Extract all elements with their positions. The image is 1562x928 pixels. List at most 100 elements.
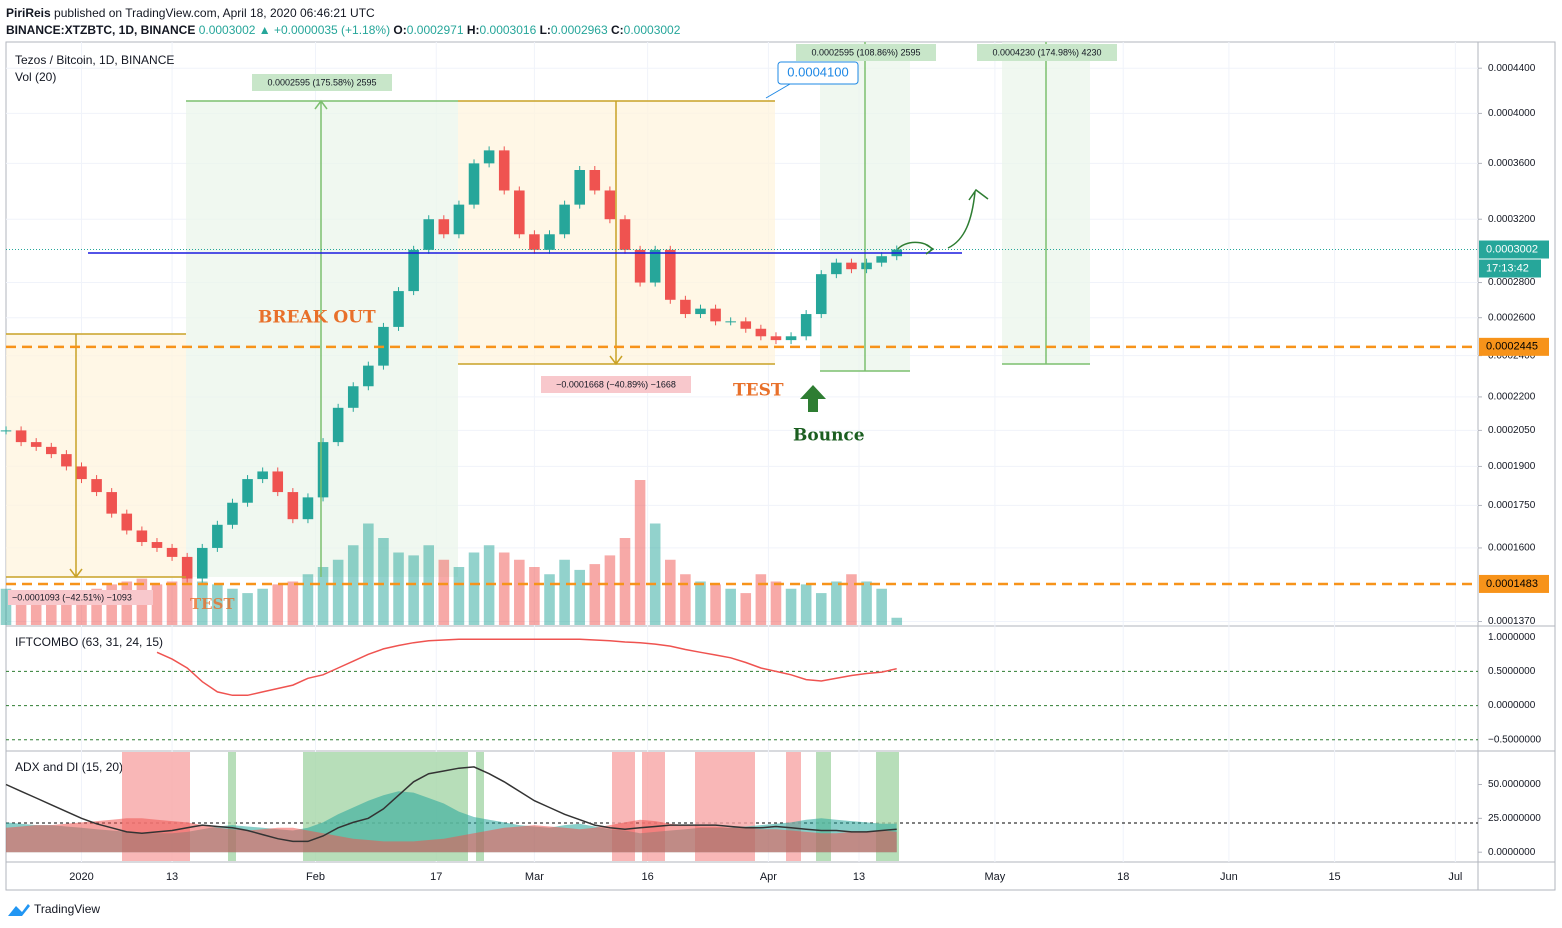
- callout-leader: [765, 83, 791, 99]
- ift-tick-label: 1.0000000: [1488, 632, 1536, 643]
- candle: [30, 442, 42, 447]
- volume-bar: [831, 581, 842, 625]
- volume-bar: [770, 581, 782, 625]
- o-key: O:: [393, 23, 407, 37]
- label-box: [8, 590, 153, 605]
- test-label: TEST: [733, 381, 784, 401]
- break-out-label: BREAK OUT: [258, 308, 376, 328]
- candle: [544, 234, 555, 250]
- volume-bar: [378, 538, 389, 625]
- adx-tick-label: 25.0000000: [1488, 813, 1541, 824]
- volume-bar: [91, 588, 102, 625]
- label-box: [541, 376, 691, 393]
- y-tick-label: 0.0001600: [1488, 543, 1536, 554]
- volume-bar: [876, 588, 887, 625]
- volume-bar: [846, 574, 857, 625]
- range-box: [186, 101, 458, 577]
- label-box: [796, 44, 936, 61]
- volume-bar: [695, 581, 706, 625]
- countdown: 17:13:42: [1486, 262, 1529, 274]
- candle: [785, 336, 797, 341]
- measure-lines: [458, 100, 775, 366]
- volume-bar: [347, 545, 359, 625]
- candle: [559, 204, 570, 235]
- measure-lines: [6, 333, 186, 579]
- volume-bar: [619, 538, 631, 625]
- volume-bar: [800, 584, 812, 625]
- symbol: BINANCE:XTZBTC, 1D, BINANCE: [6, 23, 196, 37]
- ift-tick-label: 0.0000000: [1488, 700, 1536, 711]
- callout-box: [777, 61, 859, 85]
- candle: [76, 466, 87, 480]
- candle: [91, 479, 102, 493]
- volume-layer: [0, 480, 903, 625]
- range-box: [6, 334, 186, 577]
- volume-bar: [317, 567, 329, 625]
- volume-bar: [468, 552, 480, 625]
- candle: [831, 262, 842, 275]
- candle: [755, 328, 767, 337]
- volume-bar: [302, 574, 314, 625]
- x-tick-label: Jun: [1220, 871, 1238, 883]
- measure-label: 0.0004230 (174.98%) 4230: [992, 47, 1101, 57]
- volume-bar: [408, 555, 419, 625]
- label-box: [977, 44, 1117, 61]
- x-tick-label: Mar: [525, 871, 544, 883]
- candle: [468, 163, 480, 205]
- volume-bar: [181, 574, 193, 625]
- level-tag: [1479, 574, 1549, 593]
- candle: [227, 502, 238, 525]
- y-tick-label: 0.0003200: [1488, 214, 1536, 225]
- volume-bar: [363, 523, 374, 625]
- y-tick-label: 0.0002200: [1488, 392, 1536, 403]
- volume-bar: [680, 574, 691, 625]
- candle: [287, 492, 299, 520]
- y-tick-label: 0.0002600: [1488, 312, 1536, 323]
- candle: [665, 249, 676, 300]
- candle: [423, 219, 435, 250]
- candle: [740, 321, 752, 329]
- candle: [121, 513, 133, 531]
- candle: [181, 556, 193, 579]
- volume-bar: [76, 593, 87, 625]
- published: published on TradingView.com, April 18, …: [54, 6, 375, 20]
- last-price-label: 0.0003002: [1486, 243, 1538, 255]
- candle: [604, 190, 616, 220]
- volume-bar: [332, 559, 344, 625]
- candle: [257, 471, 268, 480]
- volume-bar: [46, 598, 57, 625]
- hand-arrow: [896, 241, 935, 255]
- labels: −0.0001093 (−42.51%) −1093 0.0002595 (17…: [8, 44, 1117, 774]
- volume-bar: [393, 552, 404, 625]
- measure-lines: [186, 99, 458, 577]
- callout-label: 0.0004100: [787, 64, 848, 79]
- candle: [136, 530, 148, 543]
- volume-bar: [544, 574, 555, 625]
- candle: [302, 497, 314, 520]
- open: 0.0002971: [406, 23, 464, 37]
- volume-bar: [242, 593, 253, 625]
- candle: [317, 442, 329, 498]
- volume-bar: [725, 588, 736, 625]
- volume-bar: [574, 569, 585, 625]
- volume-bar: [0, 588, 12, 625]
- candle: [0, 430, 12, 432]
- candle: [363, 365, 374, 387]
- candle: [483, 150, 495, 164]
- volume-bar: [272, 584, 284, 625]
- candle: [242, 479, 253, 503]
- volume-bar: [861, 581, 872, 625]
- volume-bar: [604, 555, 616, 625]
- candle: [347, 386, 359, 408]
- candle: [695, 308, 706, 315]
- measure-label: −0.0001093 (−42.51%) −1093: [12, 592, 132, 602]
- candle: [710, 308, 721, 322]
- y-tick-label: 0.0004400: [1488, 63, 1536, 74]
- candle: [514, 190, 525, 235]
- y-tick-label: 0.0001900: [1488, 461, 1536, 472]
- candle: [800, 314, 812, 337]
- candle: [453, 204, 465, 235]
- volume-bar: [755, 574, 767, 625]
- candle: [815, 274, 827, 315]
- candle: [725, 321, 736, 323]
